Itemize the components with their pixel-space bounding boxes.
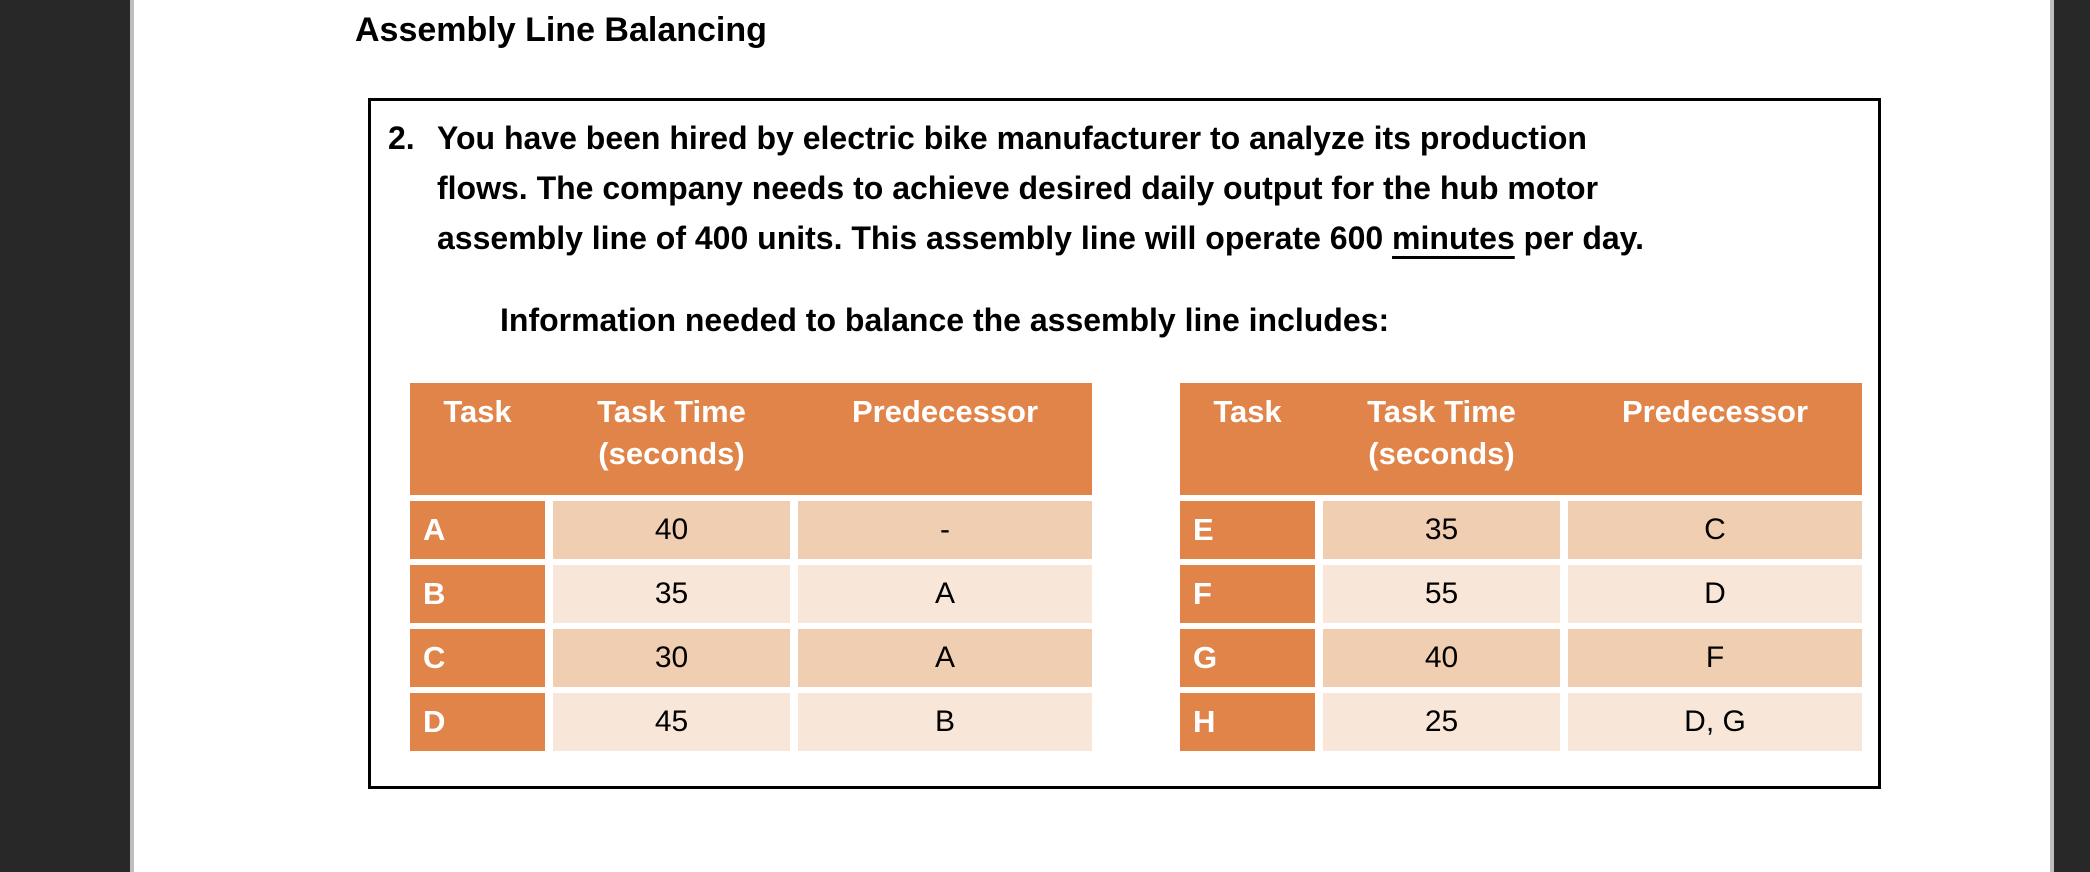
- line3-underlined-word: minutes: [1392, 220, 1515, 256]
- problem-statement: 2. You have been hired by electric bike …: [388, 113, 1644, 263]
- predecessor-cell: D: [1568, 565, 1862, 623]
- time-cell: 25: [1323, 693, 1560, 751]
- task-cell: A: [410, 501, 545, 559]
- predecessor-cell: C: [1568, 501, 1862, 559]
- task-cell: E: [1180, 501, 1315, 559]
- time-cell: 40: [1323, 629, 1560, 687]
- predecessor-cell: B: [798, 693, 1092, 751]
- task-table-right-header: Task Task Time (seconds) Predecessor: [1180, 383, 1862, 495]
- predecessor-cell: A: [798, 565, 1092, 623]
- task-table-left-header: Task Task Time (seconds) Predecessor: [410, 383, 1092, 495]
- time-cell: 30: [553, 629, 790, 687]
- problem-number: 2.: [388, 120, 415, 156]
- predecessor-cell: A: [798, 629, 1092, 687]
- time-cell: 55: [1323, 565, 1560, 623]
- problem-text-line-2: flows. The company needs to achieve desi…: [437, 170, 1599, 206]
- time-cell: 35: [1323, 501, 1560, 559]
- task-cell: G: [1180, 629, 1315, 687]
- header-task: Task: [443, 394, 512, 429]
- problem-text: You have been hired by electric bike man…: [437, 113, 1644, 263]
- time-cell: 45: [553, 693, 790, 751]
- header-task-time: Task Time (seconds): [597, 394, 746, 471]
- time-cell: 40: [553, 501, 790, 559]
- document-page: Assembly Line Balancing 2. You have been…: [130, 0, 2054, 872]
- page-title: Assembly Line Balancing: [355, 11, 767, 49]
- task-cell: C: [410, 629, 545, 687]
- task-cell: H: [1180, 693, 1315, 751]
- task-cell: B: [410, 565, 545, 623]
- header-task: Task: [1213, 394, 1282, 429]
- line3-suffix: per day.: [1514, 220, 1644, 256]
- predecessor-cell: D, G: [1568, 693, 1862, 751]
- task-table-left: Task Task Time (seconds) Predecessor A 4…: [410, 383, 1092, 751]
- task-table-right: Task Task Time (seconds) Predecessor E 3…: [1180, 383, 1862, 751]
- line3-prefix: assembly line of 400 units. This assembl…: [437, 220, 1393, 256]
- header-task-time: Task Time (seconds): [1367, 394, 1516, 471]
- predecessor-cell: F: [1568, 629, 1862, 687]
- predecessor-cell: -: [798, 501, 1092, 559]
- problem-text-line-1: You have been hired by electric bike man…: [437, 120, 1587, 156]
- problem-text-line-3: assembly line of 400 units. This assembl…: [437, 213, 1644, 263]
- info-line: Information needed to balance the assemb…: [500, 302, 1390, 338]
- task-cell: F: [1180, 565, 1315, 623]
- header-predecessor: Predecessor: [1621, 394, 1809, 429]
- header-predecessor: Predecessor: [851, 394, 1039, 429]
- time-cell: 35: [553, 565, 790, 623]
- problem-box: 2. You have been hired by electric bike …: [368, 98, 1881, 789]
- task-cell: D: [410, 693, 545, 751]
